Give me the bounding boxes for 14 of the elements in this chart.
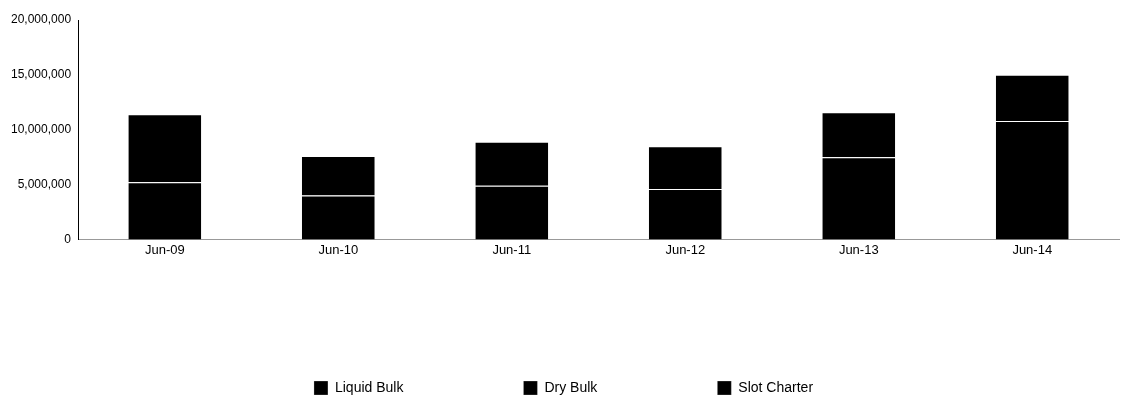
- y-tick-label: 20,000,000: [11, 12, 72, 27]
- legend-label: Slot Charter: [738, 378, 814, 395]
- x-tick-label: Jun-09: [144, 241, 185, 257]
- x-tick-label: Jun-13: [838, 241, 879, 257]
- y-tick-label: 5,000,000: [17, 176, 72, 191]
- x-tick-label: Jun-14: [1012, 241, 1053, 257]
- y-tick-label: 0: [64, 231, 72, 246]
- y-tick-label: 15,000,000: [11, 67, 72, 82]
- x-tick-label: Jun-11: [492, 241, 532, 257]
- x-tick-label: Jun-10: [318, 241, 359, 257]
- legend-label: Dry Bulk: [544, 378, 599, 395]
- x-tick-label: Jun-12: [665, 241, 706, 257]
- legend-label: Liquid Bulk: [334, 378, 405, 395]
- y-tick-label: 10,000,000: [11, 122, 72, 137]
